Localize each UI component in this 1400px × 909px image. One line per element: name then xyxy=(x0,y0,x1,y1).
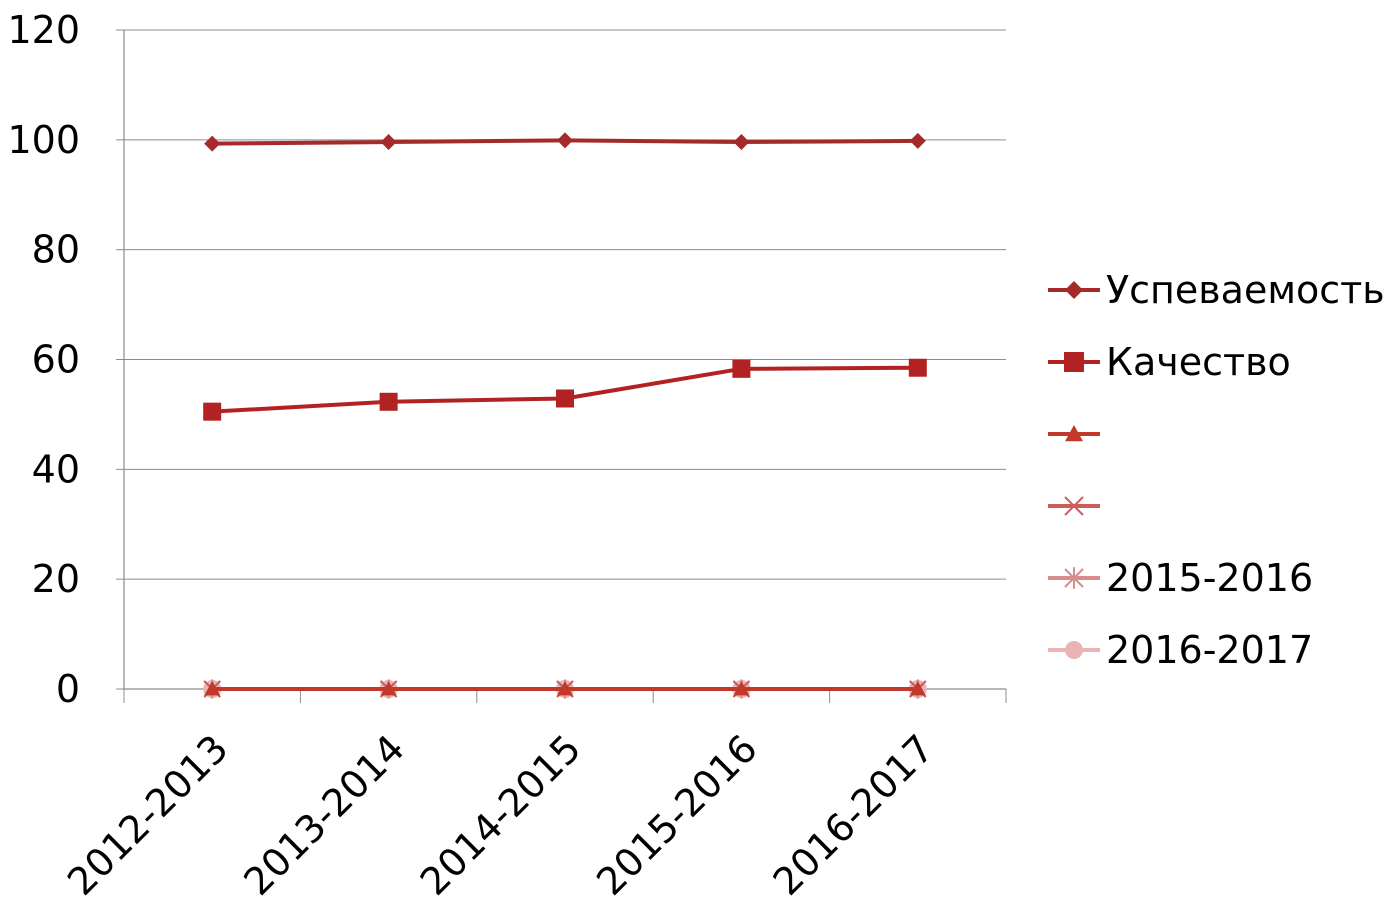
x-tick-label: 2016-2017 xyxy=(765,726,943,904)
data-point xyxy=(557,132,573,149)
legend-marker xyxy=(1064,352,1084,372)
data-point xyxy=(733,134,750,151)
data-point xyxy=(204,681,221,696)
data-point xyxy=(204,135,221,152)
series-0 xyxy=(204,132,926,152)
legend-item: 2015-2016 xyxy=(1048,556,1313,600)
legend-label: Успеваемость xyxy=(1106,268,1385,312)
legend-label: 2015-2016 xyxy=(1106,556,1313,600)
legend-marker-stroke xyxy=(1064,496,1084,516)
data-point xyxy=(203,402,222,421)
legend-item: 2016-2017 xyxy=(1048,628,1313,672)
legend-label: 2016-2017 xyxy=(1106,628,1313,672)
legend-item: Успеваемость xyxy=(1048,268,1385,312)
x-tick-label: 2015-2016 xyxy=(588,726,766,904)
legend-marker xyxy=(1065,281,1083,299)
legend-marker xyxy=(1065,425,1083,442)
series-1 xyxy=(203,358,927,421)
data-point xyxy=(380,681,397,696)
y-tick-label: 40 xyxy=(32,447,80,491)
data-point xyxy=(556,389,574,408)
data-point xyxy=(732,359,751,378)
data-point xyxy=(909,132,926,149)
x-tick-label: 2013-2014 xyxy=(235,726,413,904)
data-point xyxy=(733,681,750,696)
legend-label: Качество xyxy=(1106,340,1291,384)
data-point xyxy=(557,681,573,696)
y-tick-label: 20 xyxy=(32,557,80,601)
y-tick-label: 0 xyxy=(56,667,80,711)
legend-item xyxy=(1048,496,1100,516)
legend-item xyxy=(1048,425,1100,442)
legend-item: Качество xyxy=(1048,340,1291,384)
data-point xyxy=(909,681,926,696)
x-tick-label: 2012-2013 xyxy=(59,726,237,904)
y-tick-label: 100 xyxy=(7,118,80,162)
data-point xyxy=(379,392,398,411)
y-tick-label: 60 xyxy=(32,338,80,382)
legend-marker xyxy=(1064,567,1084,589)
x-tick-label: 2014-2015 xyxy=(412,726,590,904)
series-2 xyxy=(204,681,926,696)
data-point xyxy=(380,134,397,151)
legend-marker xyxy=(1065,641,1083,659)
y-tick-label: 120 xyxy=(7,8,80,52)
data-point xyxy=(908,358,927,377)
y-tick-label: 80 xyxy=(32,228,80,272)
legend-marker xyxy=(1064,496,1084,516)
